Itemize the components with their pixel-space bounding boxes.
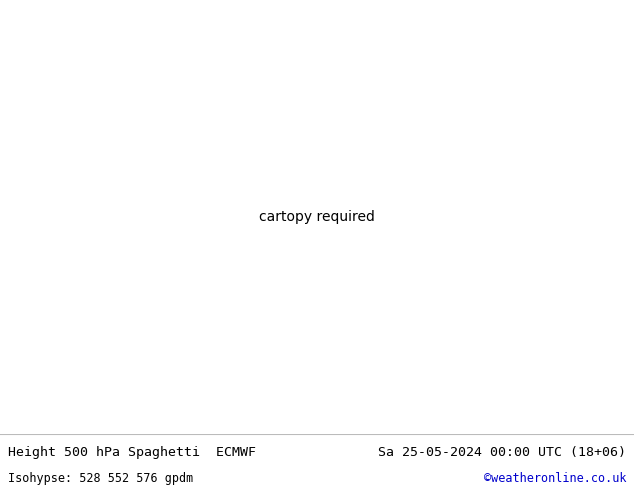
Text: cartopy required: cartopy required <box>259 210 375 224</box>
Text: ©weatheronline.co.uk: ©weatheronline.co.uk <box>484 472 626 486</box>
Text: Sa 25-05-2024 00:00 UTC (18+06): Sa 25-05-2024 00:00 UTC (18+06) <box>378 446 626 459</box>
Text: Height 500 hPa Spaghetti  ECMWF: Height 500 hPa Spaghetti ECMWF <box>8 446 256 459</box>
Text: Isohypse: 528 552 576 gpdm: Isohypse: 528 552 576 gpdm <box>8 472 193 486</box>
